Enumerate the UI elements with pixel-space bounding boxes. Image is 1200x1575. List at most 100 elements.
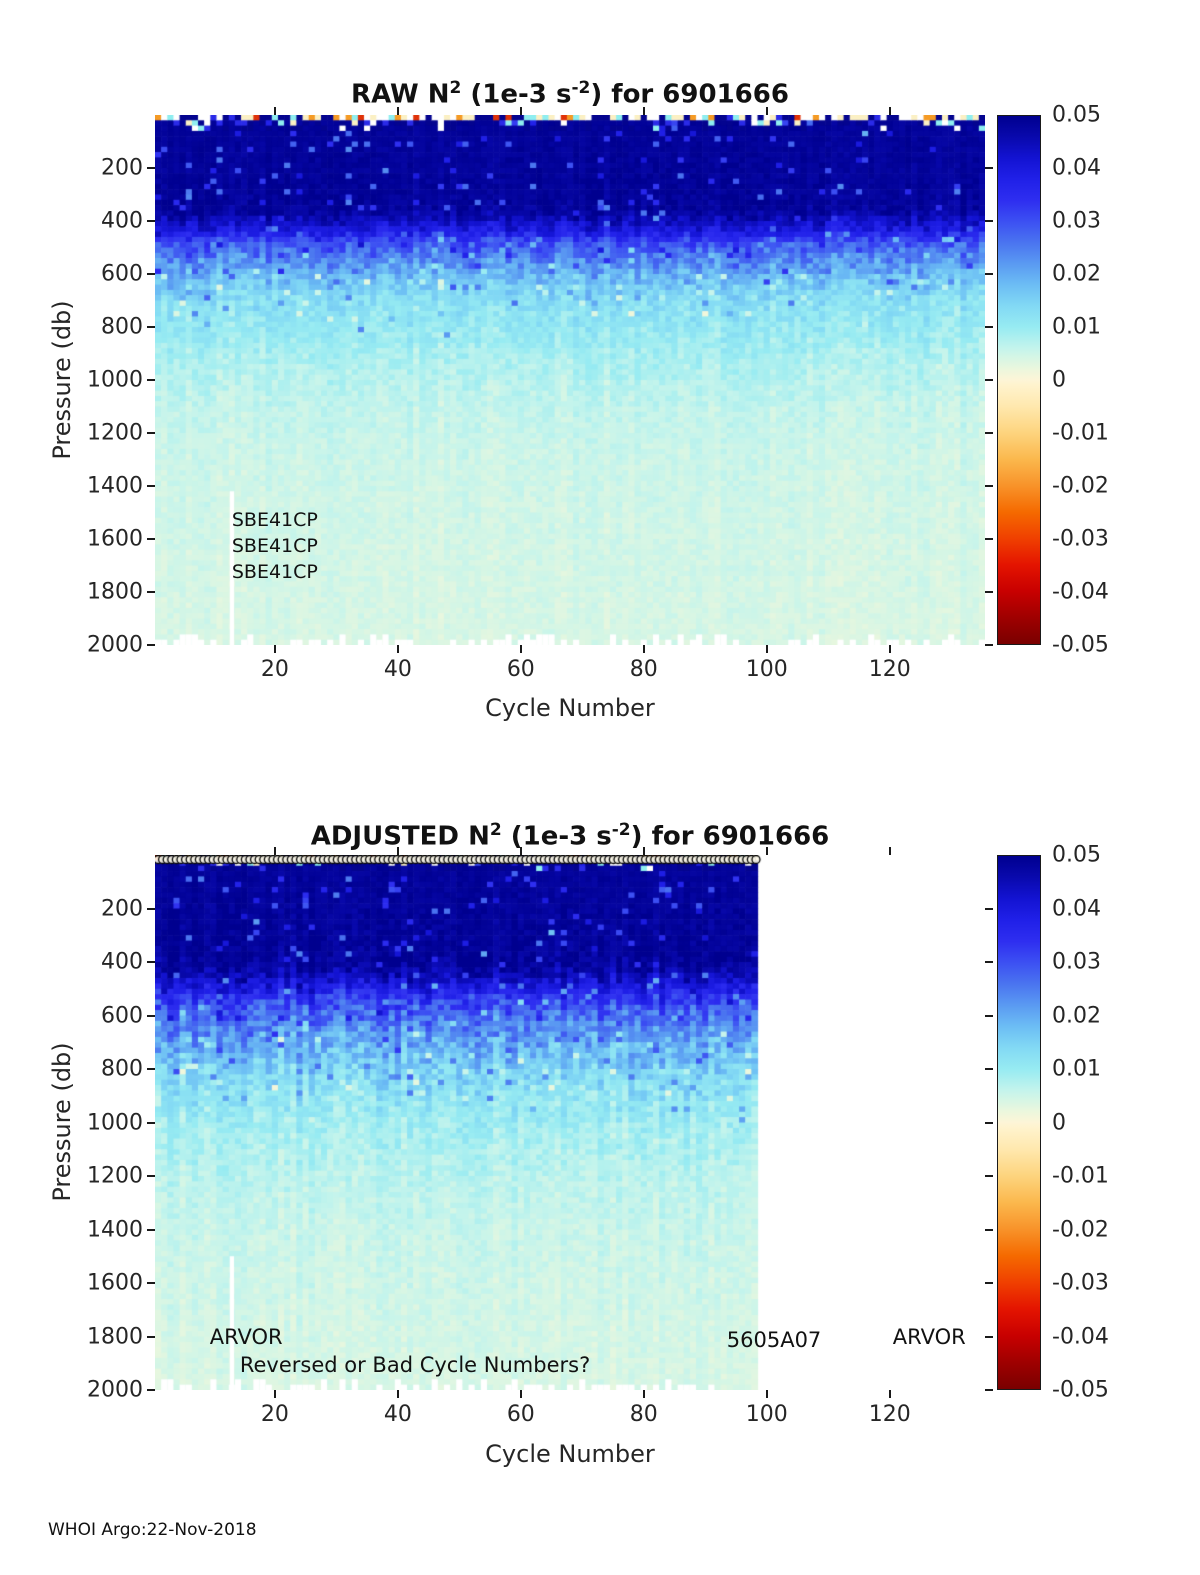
x-tick-label: 120	[868, 657, 911, 682]
x-tick-top	[273, 847, 276, 855]
x-tick-bottom	[642, 645, 645, 653]
colorbar-tick-label: -0.04	[1052, 1324, 1109, 1349]
annotation-5605a07: 5605A07	[726, 1327, 822, 1352]
colorbar-tick-label: 0.03	[1052, 208, 1101, 234]
y-tick-right	[985, 591, 993, 593]
y-tick-right	[985, 432, 993, 434]
y-tick-left	[147, 1282, 155, 1284]
colorbar-tick-label: 0	[1052, 367, 1066, 393]
y-tick-left	[147, 167, 155, 169]
x-tick-label: 100	[745, 1402, 788, 1427]
y-tick-left	[147, 1121, 155, 1124]
x-tick-bottom	[888, 1390, 891, 1398]
y-tick-label: 800	[101, 1056, 143, 1082]
x-tick-label: 40	[383, 657, 412, 682]
colorbar-tick-label: 0.05	[1052, 842, 1101, 868]
y-tick-label: 1200	[87, 420, 143, 446]
y-tick-right	[985, 220, 993, 222]
x-tick-top	[396, 107, 399, 115]
x-tick-bottom	[396, 645, 399, 653]
y-tick-right	[985, 538, 993, 540]
x-tick-top	[765, 847, 768, 855]
y-tick-label: 600	[101, 1003, 143, 1028]
colorbar-tick-label: 0	[1052, 1110, 1066, 1135]
x-tick-top	[396, 847, 399, 855]
x-tick-top	[642, 107, 645, 115]
y-tick-left	[147, 273, 155, 275]
x-tick-bottom	[273, 645, 276, 653]
y-tick-label: 1400	[87, 1217, 143, 1242]
y-tick-right	[985, 1282, 993, 1284]
x-tick-label: 80	[629, 1402, 658, 1427]
annotation-sbe41cp: SBE41CP	[231, 509, 318, 532]
y-tick-label: 1400	[87, 473, 143, 499]
y-tick-label: 200	[101, 155, 143, 181]
colorbar-tick-label: 0.05	[1052, 102, 1101, 128]
y-tick-right	[985, 1228, 993, 1231]
x-tick-bottom	[765, 645, 768, 653]
colorbar-tick-label: -0.03	[1052, 526, 1109, 552]
x-tick-label: 80	[629, 657, 658, 682]
raw-heatmap-canvas	[155, 115, 985, 645]
y-tick-right	[985, 167, 993, 169]
y-tick-left	[147, 1175, 155, 1177]
y-tick-label: 1600	[87, 1270, 143, 1296]
y-tick-right	[985, 1335, 993, 1338]
y-tick-left	[147, 220, 155, 222]
colorbar-tick-label: 0.04	[1052, 155, 1101, 181]
x-tick-bottom	[519, 1390, 522, 1398]
x-tick-top	[519, 107, 522, 115]
x-tick-bottom	[888, 645, 891, 653]
colorbar-tick-label: 0.02	[1052, 261, 1101, 287]
x-tick-bottom	[519, 645, 522, 653]
x-tick-label: 100	[745, 657, 788, 682]
annotation-reversed-or-bad-cycle-numbers-: Reversed or Bad Cycle Numbers?	[239, 1353, 591, 1378]
adjusted-plot-title: ADJUSTED N2 (1e-3 s-2) for 6901666	[310, 820, 830, 852]
x-tick-top	[765, 107, 768, 115]
adjusted-colorbar	[997, 855, 1041, 1390]
y-tick-label: 1800	[87, 579, 143, 605]
y-tick-label: 2000	[87, 632, 143, 658]
y-tick-label: 1200	[87, 1163, 143, 1189]
y-tick-left	[147, 591, 155, 593]
x-tick-top	[888, 847, 891, 855]
y-tick-left	[147, 961, 155, 963]
y-tick-right	[985, 1068, 993, 1070]
y-tick-right	[985, 379, 993, 381]
y-tick-left	[147, 432, 155, 434]
y-tick-left	[147, 1228, 155, 1231]
x-tick-top	[519, 847, 522, 855]
y-tick-left	[147, 485, 155, 487]
annotation-arvor: ARVOR	[892, 1325, 966, 1350]
y-tick-label: 800	[101, 314, 143, 340]
y-tick-label: 1600	[87, 526, 143, 552]
y-tick-left	[147, 379, 155, 381]
y-tick-left	[147, 1068, 155, 1070]
y-tick-label: 1800	[87, 1324, 143, 1349]
y-tick-right	[985, 485, 993, 487]
x-tick-bottom	[273, 1390, 276, 1398]
colorbar-tick-label: 0.01	[1052, 314, 1101, 340]
colorbar-tick-label: -0.04	[1052, 579, 1109, 605]
x-tick-label: 60	[506, 657, 535, 682]
y-tick-left	[147, 538, 155, 540]
y-tick-label: 2000	[87, 1377, 143, 1403]
y-tick-right	[985, 273, 993, 275]
y-tick-left	[147, 644, 155, 646]
x-tick-label: 20	[260, 1402, 289, 1427]
annotation-arvor: ARVOR	[209, 1325, 283, 1350]
y-tick-right	[985, 1389, 993, 1391]
adjusted-heatmap-canvas	[155, 855, 985, 1390]
colorbar-tick-label: 0.04	[1052, 896, 1101, 921]
adjusted-x-axis-label: Cycle Number	[485, 1440, 655, 1468]
colorbar-tick-label: 0.02	[1052, 1003, 1101, 1028]
raw-plot-title: RAW N2 (1e-3 s-2) for 6901666	[351, 78, 789, 110]
annotation-sbe41cp: SBE41CP	[231, 535, 318, 558]
x-tick-top	[642, 847, 645, 855]
y-tick-label: 1000	[87, 367, 143, 393]
y-tick-label: 1000	[87, 1110, 143, 1135]
y-tick-right	[985, 1121, 993, 1124]
x-tick-bottom	[396, 1390, 399, 1398]
colorbar-tick-label: 0.03	[1052, 949, 1101, 975]
